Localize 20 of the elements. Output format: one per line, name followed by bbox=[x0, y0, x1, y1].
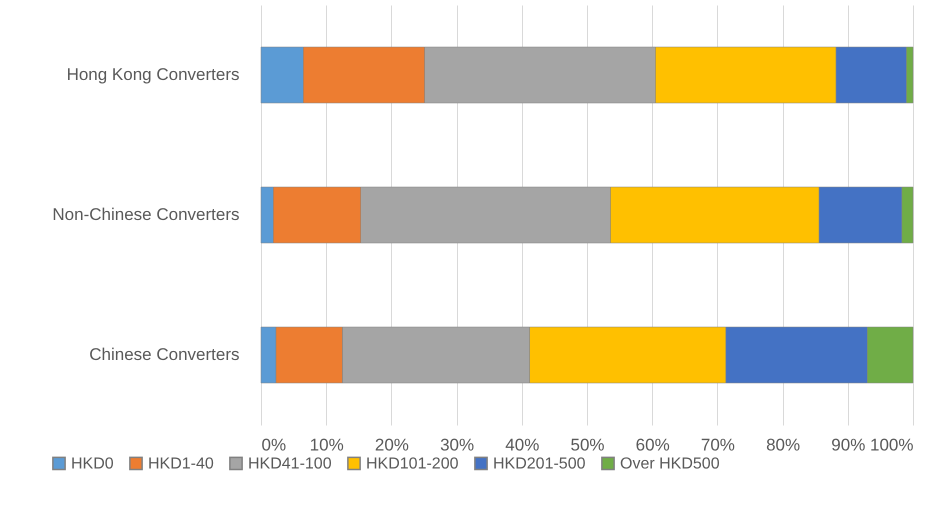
y-tick-label: Non-Chinese Converters bbox=[52, 205, 240, 224]
x-tick-label: 100% bbox=[870, 436, 914, 454]
x-tick-label: 40% bbox=[505, 436, 540, 454]
x-tick-label: 20% bbox=[374, 436, 409, 454]
x-tick-label: 80% bbox=[766, 436, 800, 454]
x-tick-label: 90% bbox=[831, 436, 866, 454]
legend-label: HKD41-100 bbox=[248, 455, 332, 472]
legend-label: HKD101-200 bbox=[366, 455, 459, 472]
legend-label: Over HKD500 bbox=[620, 455, 720, 472]
x-tick-label: 60% bbox=[636, 436, 670, 454]
legend-label: HKD201-500 bbox=[493, 455, 586, 472]
x-tick-label: 0% bbox=[262, 436, 286, 454]
x-tick-label: 10% bbox=[310, 436, 344, 454]
legend-label: HKD0 bbox=[71, 455, 114, 472]
y-tick-label: Chinese Converters bbox=[89, 345, 240, 364]
x-tick-label: 50% bbox=[570, 436, 605, 454]
x-tick-label: 30% bbox=[440, 436, 474, 454]
x-tick-label: 70% bbox=[700, 436, 735, 454]
legend-label: HKD1-40 bbox=[148, 455, 214, 472]
y-tick-label: Hong Kong Converters bbox=[66, 65, 240, 84]
